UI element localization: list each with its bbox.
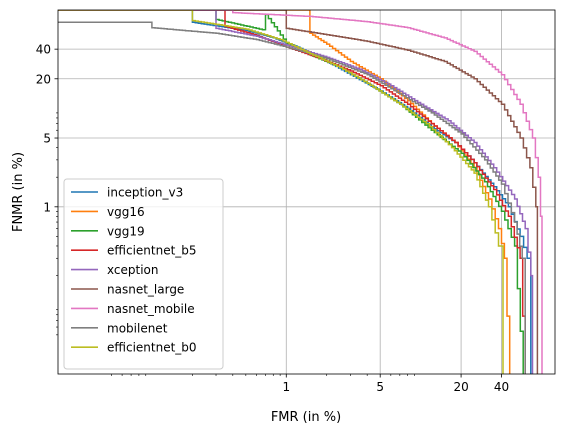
ticks: 1 5 20 40 1 5 20 40: [36, 43, 509, 394]
series-line-nasnet-large: [58, 10, 539, 374]
legend-box: [63, 178, 224, 370]
x-tick-label: 40: [494, 380, 509, 394]
legend-label: vgg16: [107, 205, 145, 219]
legend: inception_v3 vgg16 vgg19 efficientnet_b5xce…: [63, 178, 224, 370]
legend-label: nasnet_large: [107, 283, 184, 297]
series-line-nasnet-mobile: [58, 10, 543, 374]
legend-label: efficientnet_b5: [107, 244, 197, 258]
x-tick-label: 1: [282, 380, 290, 394]
y-tick-label: 5: [43, 132, 51, 146]
legend-label: nasnet_mobile: [107, 302, 195, 316]
x-tick-label: 5: [376, 380, 384, 394]
plot-frame: [57, 9, 556, 375]
series-line-xception: [58, 10, 534, 374]
legend-label: mobilenet: [107, 321, 168, 335]
series-line-efficientnet-b0: [58, 10, 504, 374]
series-layer: [58, 10, 543, 374]
legend-label: vgg19: [107, 224, 145, 238]
series-line-mobilenet: [58, 21, 526, 374]
legend-label: xception: [107, 263, 158, 277]
y-tick-label: 1: [43, 200, 51, 214]
x-tick-label: 20: [453, 380, 468, 394]
y-tick-label: 20: [36, 72, 51, 86]
y-axis-label: FNMR (in %): [11, 152, 26, 232]
legend-label: inception_v3: [107, 186, 183, 200]
y-tick-label: 40: [36, 43, 51, 57]
x-axis-label: FMR (in %): [271, 410, 341, 425]
legend-label: efficientnet_b0: [107, 341, 197, 355]
